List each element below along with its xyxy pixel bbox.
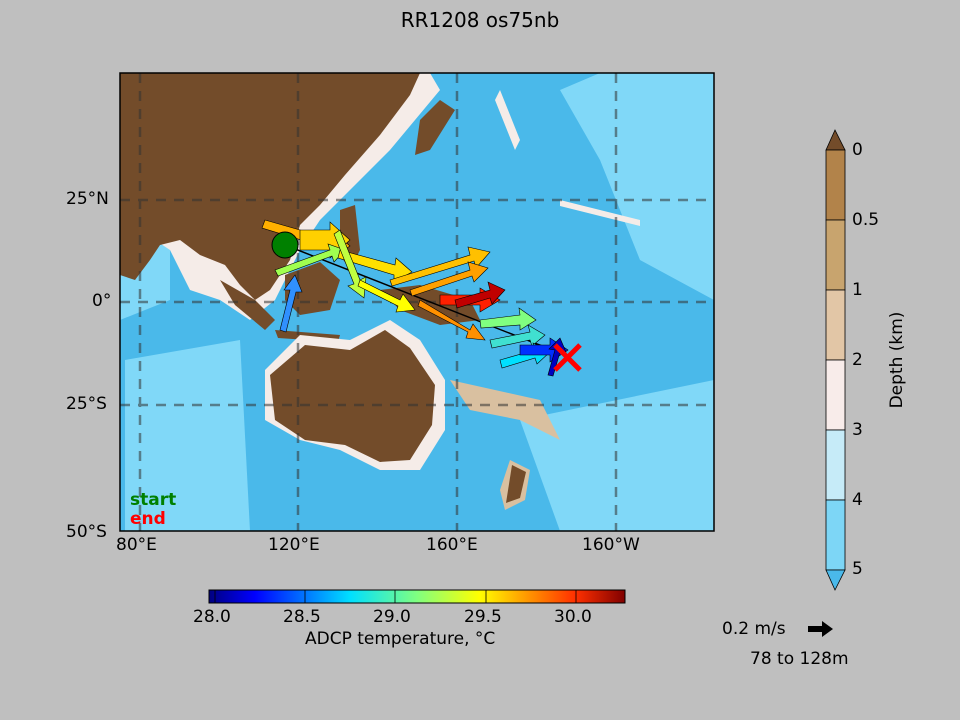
depth-colorbar [825, 129, 846, 591]
scale-arrow [808, 621, 833, 637]
abyss-indian-ocean [125, 340, 250, 531]
arrow-10 [417, 299, 486, 341]
temp-tick-29.0: 29.0 [373, 607, 411, 627]
temp-tick-28.0: 28.0 [193, 607, 231, 627]
legend-start: start [130, 490, 177, 510]
arrow-12 [454, 281, 506, 309]
map-panel [120, 73, 714, 531]
lat-label-50s: 50°S [66, 522, 107, 542]
temp-tick-29.5: 29.5 [464, 607, 502, 627]
ridge-marshall [560, 200, 640, 226]
velocity-arrows [261, 219, 569, 377]
lon-label-120e: 120°E [268, 535, 320, 555]
legend-end: end [130, 509, 166, 529]
arrow-6 [333, 229, 367, 299]
arrow-7 [357, 279, 416, 313]
arrow-9 [409, 261, 489, 297]
lon-label-160e: 160°E [426, 535, 478, 555]
temperature-colorbar [208, 589, 626, 604]
lon-label-160w: 160°W [582, 535, 640, 555]
arrow-4 [279, 274, 303, 333]
temp-colorbar-label: ADCP temperature, °C [305, 629, 496, 649]
depth-tick-4: 4 [852, 490, 863, 510]
lat-label-25n: 25°N [66, 189, 109, 209]
depth-tick-0.5: 0.5 [852, 210, 880, 230]
temp-tick-30.0: 30.0 [554, 607, 592, 627]
arrow-17 [547, 337, 567, 377]
japan-land [415, 100, 455, 155]
depth-tick-5: 5 [852, 559, 863, 579]
new-zealand-land [506, 465, 526, 503]
arrow-14 [489, 324, 546, 349]
depth-tick-2: 2 [852, 350, 863, 370]
map-frame [119, 72, 715, 532]
lat-label-0: 0° [92, 291, 112, 311]
start-marker [271, 231, 299, 259]
abyss-north-pacific [560, 73, 714, 300]
end-marker [553, 343, 582, 372]
ridge-mariana [495, 90, 520, 150]
depth-tick-1: 1 [852, 280, 863, 300]
arrow-8 [389, 246, 491, 287]
depth-tick-0: 0 [852, 140, 863, 160]
scale-speed-label: 0.2 m/s [722, 619, 786, 639]
lat-label-25s: 25°S [66, 394, 107, 414]
graticule [120, 73, 714, 531]
asia-land [120, 73, 420, 300]
plot-title: RR1208 os75nb [400, 8, 560, 32]
sumatra-land [220, 280, 275, 330]
depth-tick-3: 3 [852, 420, 863, 440]
australia-land [270, 330, 435, 462]
ridge-coral-sea [450, 380, 560, 440]
new-guinea-land [380, 285, 480, 325]
depth-colorbar-label: Depth (km) [887, 311, 907, 409]
scale-depth-range: 78 to 128m [750, 649, 849, 669]
lon-label-80e: 80°E [116, 535, 157, 555]
temp-tick-28.5: 28.5 [283, 607, 321, 627]
